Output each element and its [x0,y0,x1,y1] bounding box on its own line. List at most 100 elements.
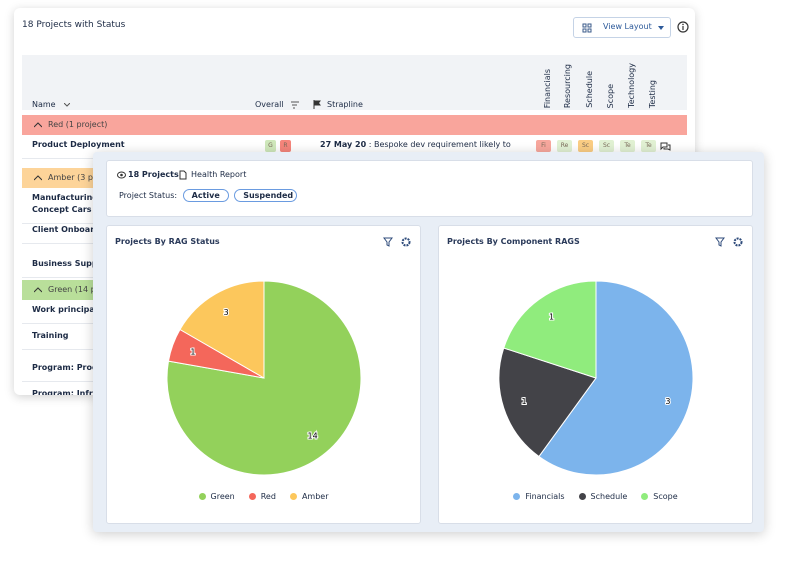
column-component[interactable]: Scope [606,83,615,108]
legend-swatch [641,493,649,500]
comment-icon[interactable] [660,142,671,151]
legend-swatch [578,493,586,500]
legend-item[interactable]: Red [248,492,276,501]
collapse-caret [34,287,42,293]
group-header[interactable]: Red (1 project) [22,115,687,135]
group-label: Red (1 project) [48,120,108,129]
slice-label: 1 [549,312,554,321]
legend-item[interactable]: Schedule [578,492,628,501]
legend-label: Financials [525,492,565,501]
status-filter: Project Status: Active Suspended [119,189,298,202]
component-badge: Re [557,140,572,152]
overall-badge: G [265,140,276,152]
status-pill[interactable]: Active [182,189,229,202]
pie-slice [179,280,265,379]
chart-tools[interactable] [383,237,413,249]
list-title: 18 Projects with Status [22,20,126,30]
pie-slice [538,280,694,476]
strapline: 27 May 20 : Bespoke dev requirement like… [320,140,511,149]
component-badge: Te [620,140,635,152]
collapse-caret [34,122,42,128]
component-badge: Te [641,140,656,152]
project-name[interactable]: Program: Infra [32,389,99,395]
legend-swatch [289,493,297,500]
filter-icon [383,237,393,247]
column-component[interactable]: Testing [648,79,657,108]
caret [34,287,42,293]
button-label: View Layout [603,22,652,31]
legend-item[interactable]: Scope [641,492,678,501]
column-overall[interactable]: Overall [255,100,284,109]
legend: Financials Schedule Scope [439,492,752,501]
tab-projects[interactable]: 18 Projects [128,170,179,179]
comment [660,142,671,151]
flag-icon [313,100,321,109]
chart-title: Projects By RAG Status [115,237,220,246]
caret [34,175,42,181]
gear-icon [401,237,411,247]
strapline-date: 27 May 20 [320,140,367,149]
slice-label: 3 [224,308,229,317]
report-toolbar: 18 Projects Health Report Project Status… [106,160,753,217]
column-component[interactable]: Resourcing [563,63,572,108]
pie-chart: 14 1 3 [166,280,362,476]
caret [34,122,42,128]
dropdown-caret [658,26,664,30]
legend-item[interactable]: Green [198,492,235,501]
project-name[interactable]: Work principals [32,305,103,314]
pie-slice [498,347,597,458]
pie-slice [503,280,597,379]
component-badge: Sc [578,140,593,152]
status-pill[interactable]: Suspended [234,189,298,202]
group-label: Green (14 p [48,285,96,294]
legend-label: Red [260,492,276,501]
project-name[interactable]: Training [32,331,69,340]
chart-card: Projects By Component RAGS 3 1 1 Financials S… [438,225,753,524]
legend-label: Scope [653,492,678,501]
legend-swatch [198,493,206,500]
column-strapline[interactable]: Strapline [327,100,363,109]
chart-card: Projects By RAG Status 14 1 3 Green Red Amber [106,225,421,524]
legend-label: Amber [301,492,329,501]
sort-icon [64,103,70,107]
filter-icon [291,101,299,109]
project-name[interactable]: Concept Cars [32,205,92,214]
health-report-panel: 18 Projects Health Report Project Status… [93,152,764,532]
tab-health-report[interactable]: Health Report [191,170,247,179]
pie-slice [166,280,362,476]
strapline-text: : Bespoke dev requirement likely to [368,140,511,149]
column-component[interactable]: Technology [627,63,636,108]
legend-item[interactable]: Amber [289,492,329,501]
eye-icon [117,171,126,179]
slice-label: 14 [308,431,318,440]
chart-tools[interactable] [715,237,745,249]
group-label: Amber (3 p [48,173,93,182]
filter-icon [715,237,725,247]
component-badge: Sc [599,140,614,152]
collapse-caret [34,175,42,181]
column-component[interactable]: Financials [543,68,552,108]
project-name[interactable]: Manufacturing: [32,193,102,202]
status-label: Project Status: [119,191,178,200]
column-name[interactable]: Name [32,100,56,109]
view-layout-button[interactable]: View Layout [573,17,671,38]
legend-swatch [513,493,521,500]
project-name[interactable]: Client Onboard [32,225,100,234]
project-name[interactable]: Product Deployment [32,140,125,149]
legend-swatch [248,493,256,500]
doc-icon [179,170,187,180]
info-icon[interactable] [677,21,689,33]
slice-label: 1 [190,348,195,357]
slice-label: 3 [665,397,670,406]
legend-label: Schedule [590,492,628,501]
chart-title: Projects By Component RAGS [447,237,580,246]
table-header [22,55,687,110]
project-name[interactable]: Program: Produ [32,363,104,372]
component-badge: Fi [536,140,551,152]
legend-item[interactable]: Financials [513,492,565,501]
column-component[interactable]: Schedule [585,71,594,108]
project-name[interactable]: Business Supp [32,259,98,268]
gear-icon [733,237,743,247]
layout-icon [582,23,592,33]
